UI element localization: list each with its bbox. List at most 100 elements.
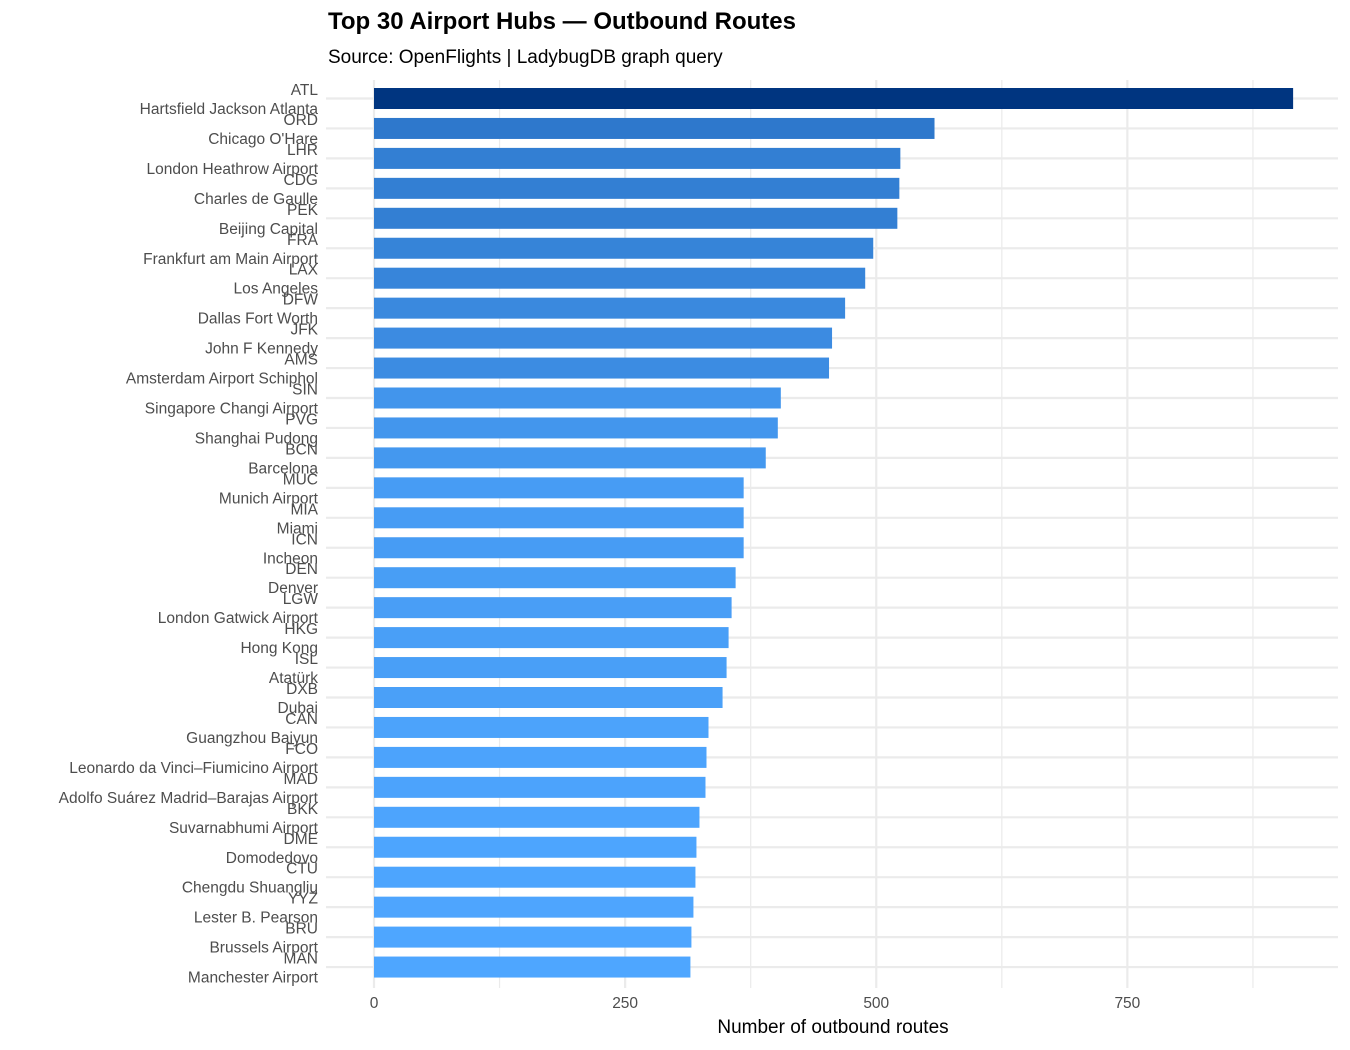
bar-jfk — [374, 327, 833, 349]
y-label-code: DFW — [283, 292, 319, 309]
bar-lgw — [374, 597, 732, 619]
y-label-code: ATL — [291, 82, 319, 99]
y-label-code: MAN — [284, 951, 318, 968]
y-label-name: Brussels Airport — [209, 940, 318, 957]
bar-bkk — [374, 806, 700, 828]
y-label-name: Dallas Fort Worth — [198, 311, 318, 328]
bar-ctu — [374, 866, 696, 888]
y-label-code: JFK — [290, 322, 318, 339]
bar-cdg — [374, 177, 900, 199]
bar-atl — [374, 88, 1294, 109]
y-label-name: Adolfo Suárez Madrid–Barajas Airport — [59, 790, 319, 807]
y-label-name: Denver — [268, 580, 318, 597]
y-label-name: Dubai — [278, 700, 319, 717]
bar-dme — [374, 836, 697, 858]
y-label-name: Frankfurt am Main Airport — [143, 251, 319, 268]
y-label-name: London Heathrow Airport — [147, 161, 319, 178]
y-label-name: Singapore Changi Airport — [145, 401, 319, 418]
y-label-code: AMS — [284, 352, 318, 369]
y-label-name: Manchester Airport — [188, 970, 319, 987]
y-label-name: Munich Airport — [219, 490, 319, 507]
bar-hkg — [374, 627, 729, 649]
bar-fco — [374, 746, 707, 768]
bar-den — [374, 567, 736, 589]
y-label-name: Los Angeles — [234, 281, 319, 298]
y-label-name: Incheon — [263, 550, 318, 567]
bar-fra — [374, 237, 874, 259]
bar-ord — [374, 117, 935, 139]
bar-mad — [374, 776, 706, 798]
bar-muc — [374, 477, 744, 499]
bar-mia — [374, 507, 744, 529]
bar-isl — [374, 657, 727, 679]
y-label-name: Chicago O'Hare — [208, 131, 318, 148]
y-label-code: MAD — [284, 771, 318, 788]
bar-icn — [374, 537, 744, 559]
bar-ams — [374, 357, 830, 379]
x-axis-ticks: 0 250 500 750 — [370, 995, 1141, 1012]
y-label-code: HKG — [284, 621, 318, 638]
x-tick-label: 250 — [612, 995, 638, 1012]
y-label-code: LHR — [287, 142, 318, 159]
y-label-code: DXB — [286, 681, 318, 698]
y-label-name: Hong Kong — [240, 640, 318, 657]
y-label-code: MIA — [290, 501, 318, 518]
y-label-code: ISL — [295, 651, 319, 668]
y-label-name: Suvarnabhumi Airport — [169, 820, 319, 837]
y-label-code: DEN — [285, 561, 318, 578]
y-label-code: PEK — [287, 202, 319, 219]
y-label-name: Hartsfield Jackson Atlanta — [140, 101, 319, 118]
bar-dxb — [374, 687, 723, 708]
y-label-code: DME — [284, 831, 318, 848]
y-label-code: CTU — [286, 861, 318, 878]
y-label-name: Charles de Gaulle — [194, 191, 318, 208]
y-label-code: BCN — [285, 441, 318, 458]
y-label-code: CDG — [284, 172, 318, 189]
y-label-name: Lester B. Pearson — [194, 910, 318, 927]
y-label-name: John F Kennedy — [205, 341, 318, 358]
bar-pvg — [374, 417, 778, 439]
y-label-name: Leonardo da Vinci–Fiumicino Airport — [69, 760, 318, 777]
bar-bcn — [374, 447, 766, 469]
x-tick-label: 750 — [1114, 995, 1140, 1012]
y-label-name: London Gatwick Airport — [158, 610, 319, 627]
y-label-name: Shanghai Pudong — [195, 430, 318, 447]
y-label-code: ICN — [291, 531, 318, 548]
y-label-code: LGW — [283, 591, 319, 608]
y-label-code: FCO — [285, 741, 318, 758]
y-label-name: Guangzhou Baiyun — [186, 730, 318, 747]
y-label-code: LAX — [289, 262, 319, 279]
x-tick-label: 500 — [863, 995, 889, 1012]
bar-pek — [374, 207, 898, 229]
y-label-name: Amsterdam Airport Schiphol — [126, 371, 318, 388]
bar-man — [374, 956, 691, 978]
y-label-code: SIN — [292, 382, 318, 399]
y-label-code: MUC — [283, 471, 318, 488]
y-label-name: Atatürk — [269, 670, 318, 687]
bars — [374, 88, 1294, 978]
bar-yyz — [374, 896, 694, 918]
y-label-code: BRU — [285, 921, 318, 938]
y-label-code: BKK — [287, 801, 319, 818]
y-label-name: Chengdu Shuangliu — [182, 880, 318, 897]
x-axis-label: Number of outbound routes — [717, 1017, 948, 1038]
y-label-name: Domodedovo — [226, 850, 318, 867]
bar-lax — [374, 267, 866, 289]
chart-subtitle: Source: OpenFlights | LadybugDB graph qu… — [328, 47, 723, 68]
y-label-name: Barcelona — [248, 460, 318, 477]
bar-lhr — [374, 147, 901, 169]
bar-bru — [374, 926, 692, 948]
y-label-code: PVG — [285, 411, 318, 428]
chart-title: Top 30 Airport Hubs — Outbound Routes — [328, 8, 796, 35]
y-label-code: ORD — [284, 112, 318, 129]
y-label-code: CAN — [285, 711, 318, 728]
y-label-code: YYZ — [288, 891, 318, 908]
x-tick-label: 0 — [370, 995, 379, 1012]
bar-sin — [374, 387, 781, 409]
bar-dfw — [374, 297, 846, 319]
y-label-name: Beijing Capital — [219, 221, 318, 238]
bar-can — [374, 716, 709, 738]
y-label-code: FRA — [287, 232, 319, 249]
